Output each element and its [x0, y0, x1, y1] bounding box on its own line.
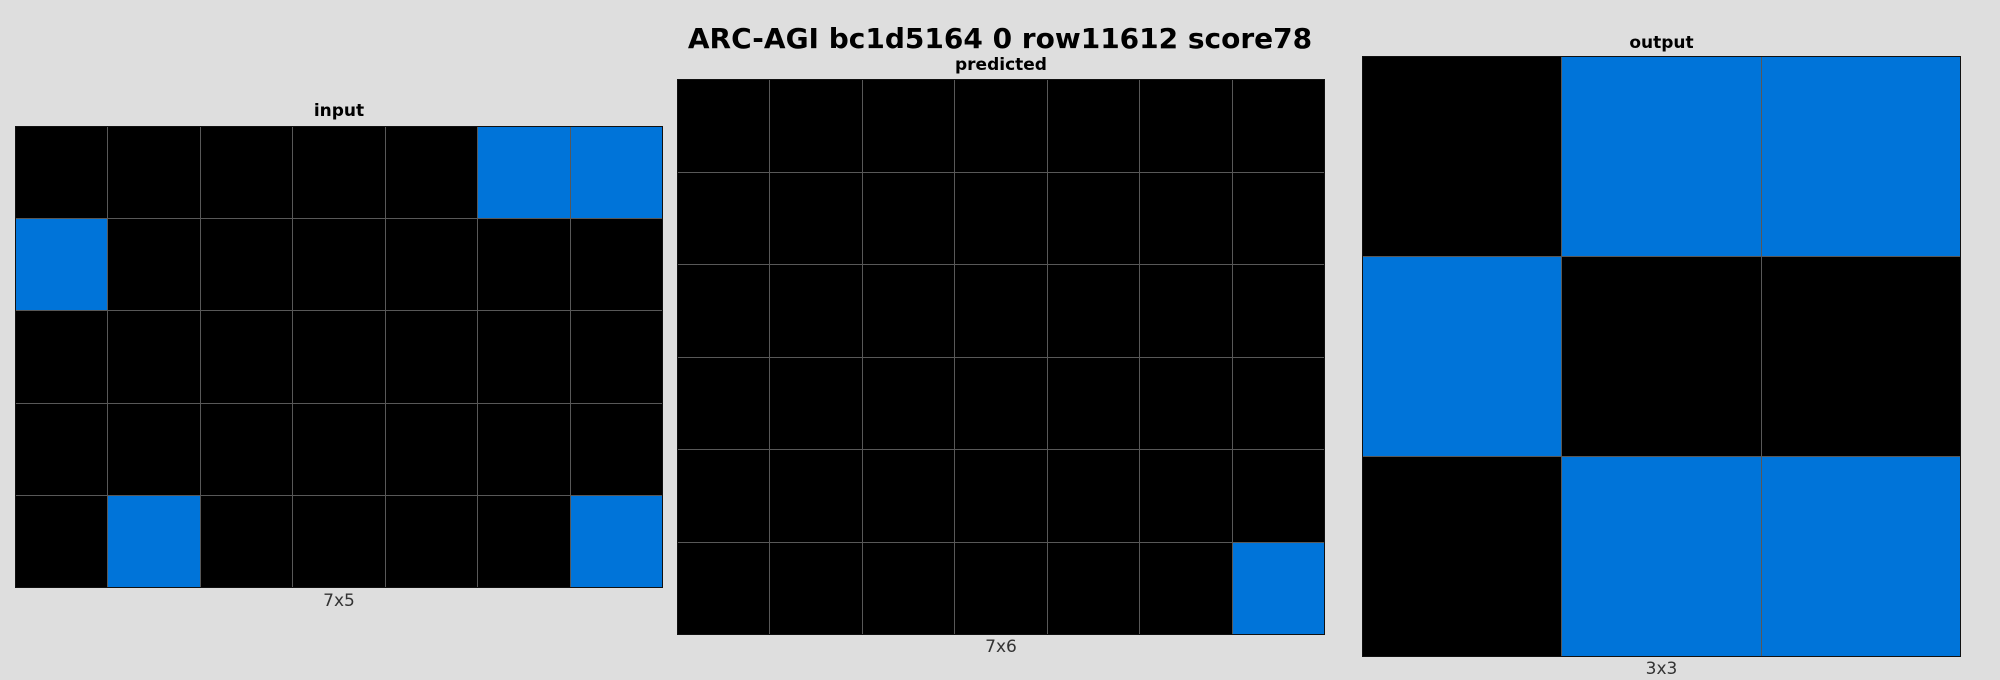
predicted-cell: [862, 450, 955, 542]
predicted-cell: [955, 172, 1047, 264]
input-cell: [293, 403, 385, 495]
input-cell: [108, 219, 200, 311]
input-cell: [16, 219, 108, 311]
predicted-cell: [678, 265, 770, 357]
predicted-cell: [955, 357, 1047, 449]
predicted-cell: [1140, 542, 1232, 634]
predicted-cell: [1232, 357, 1324, 449]
predicted-cell: [770, 542, 862, 634]
predicted-cell: [1047, 450, 1140, 542]
input-cell: [200, 403, 293, 495]
predicted-cell: [1140, 450, 1232, 542]
predicted-label: predicted: [955, 55, 1047, 75]
input-cell: [570, 127, 662, 219]
output-cell: [1562, 257, 1761, 456]
output-dims: 3x3: [1645, 659, 1678, 679]
predicted-cell: [678, 357, 770, 449]
predicted-cell: [1232, 542, 1324, 634]
output-cell: [1761, 257, 1960, 456]
output-cell: [1761, 57, 1960, 256]
predicted-cell: [1047, 80, 1140, 172]
predicted-cell: [1140, 265, 1232, 357]
predicted-cell: [862, 265, 955, 357]
input-cell: [385, 495, 478, 587]
predicted-cell: [678, 80, 770, 172]
predicted-cell: [862, 357, 955, 449]
output-cell: [1363, 457, 1562, 656]
predicted-cell: [1232, 172, 1324, 264]
predicted-cell: [1232, 80, 1324, 172]
input-cell: [293, 219, 385, 311]
input-cell: [108, 495, 200, 587]
predicted-cell: [955, 542, 1047, 634]
input-cell: [570, 219, 662, 311]
input-cell: [200, 127, 293, 219]
output-cell: [1761, 457, 1960, 656]
predicted-cell: [862, 172, 955, 264]
predicted-cell: [678, 542, 770, 634]
predicted-cell: [770, 265, 862, 357]
predicted-cell: [955, 265, 1047, 357]
input-cell: [293, 495, 385, 587]
predicted-cell: [1140, 172, 1232, 264]
input-cell: [200, 219, 293, 311]
input-cell: [385, 403, 478, 495]
predicted-cell: [1047, 172, 1140, 264]
input-cell: [16, 127, 108, 219]
input-cell: [570, 495, 662, 587]
predicted-cell: [955, 80, 1047, 172]
predicted-cell: [678, 172, 770, 264]
input-cell: [478, 311, 570, 403]
input-cell: [108, 127, 200, 219]
input-grid: [15, 126, 663, 588]
output-cell: [1562, 57, 1761, 256]
input-cell: [108, 311, 200, 403]
input-cell: [16, 403, 108, 495]
predicted-cell: [955, 450, 1047, 542]
input-cell: [385, 219, 478, 311]
input-cell: [478, 403, 570, 495]
output-label: output: [1629, 33, 1694, 53]
input-label: input: [313, 101, 365, 121]
input-cell: [478, 127, 570, 219]
predicted-cell: [770, 172, 862, 264]
input-cell: [385, 311, 478, 403]
predicted-cell: [678, 450, 770, 542]
input-cell: [570, 403, 662, 495]
input-cell: [16, 495, 108, 587]
output-cell: [1363, 57, 1562, 256]
predicted-cell: [1232, 265, 1324, 357]
input-cell: [570, 311, 662, 403]
output-cell: [1363, 257, 1562, 456]
predicted-dims: 7x6: [985, 637, 1017, 657]
predicted-cell: [770, 357, 862, 449]
input-cell: [200, 311, 293, 403]
output-cell: [1562, 457, 1761, 656]
input-cell: [108, 403, 200, 495]
input-cell: [293, 127, 385, 219]
predicted-cell: [1140, 357, 1232, 449]
predicted-cell: [770, 450, 862, 542]
input-cell: [16, 311, 108, 403]
predicted-cell: [862, 542, 955, 634]
predicted-cell: [1047, 265, 1140, 357]
predicted-cell: [1232, 450, 1324, 542]
page-title: ARC-AGI bc1d5164 0 row11612 score78: [687, 22, 1313, 55]
predicted-cell: [770, 80, 862, 172]
input-cell: [385, 127, 478, 219]
input-cell: [200, 495, 293, 587]
input-dims: 7x5: [323, 591, 355, 611]
predicted-grid: [677, 79, 1325, 635]
input-cell: [478, 495, 570, 587]
input-cell: [293, 311, 385, 403]
predicted-cell: [1047, 542, 1140, 634]
predicted-cell: [1140, 80, 1232, 172]
predicted-cell: [1047, 357, 1140, 449]
input-cell: [478, 219, 570, 311]
predicted-cell: [862, 80, 955, 172]
output-grid: [1362, 56, 1961, 657]
